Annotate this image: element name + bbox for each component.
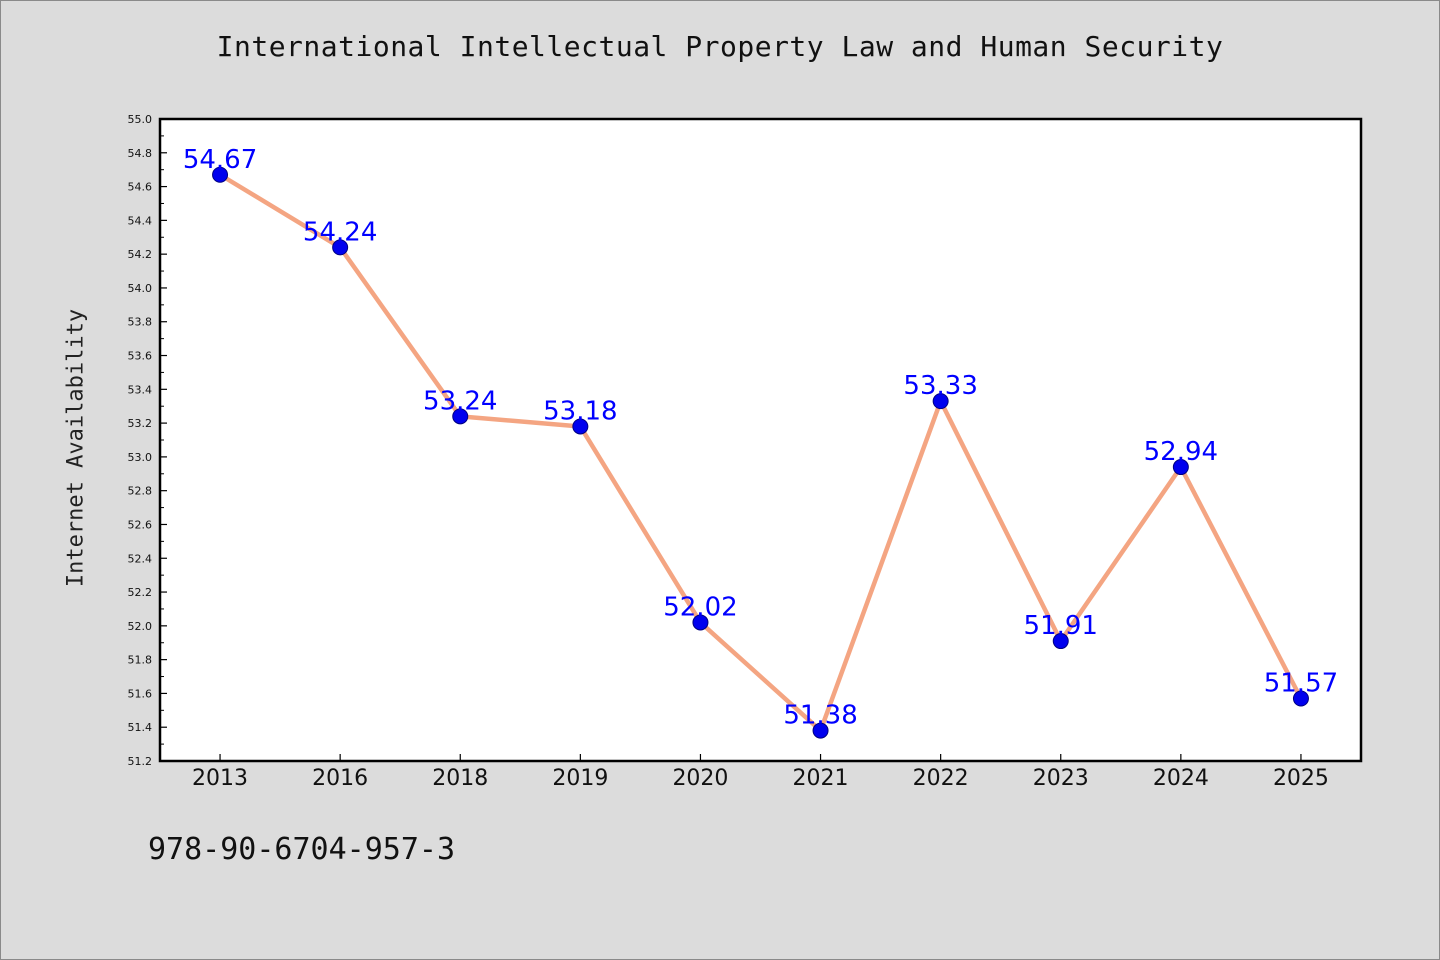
data-label: 53.33 xyxy=(903,371,977,401)
data-point xyxy=(212,166,229,183)
series-layer xyxy=(212,166,1309,739)
data-point xyxy=(692,614,709,631)
plot-area xyxy=(158,117,1363,763)
isbn-code: 978-90-6704-957-3 xyxy=(148,832,456,867)
data-point xyxy=(452,408,469,425)
x-tick-label: 2022 xyxy=(913,766,969,791)
x-tick-label: 2021 xyxy=(793,766,849,791)
y-tick-label: 54.6 xyxy=(128,181,153,194)
data-label: 54.24 xyxy=(303,217,377,247)
data-label: 54.67 xyxy=(183,145,257,175)
y-tick-label: 55.0 xyxy=(128,113,153,126)
y-tick-label: 52.8 xyxy=(128,485,153,498)
y-tick-label: 54.2 xyxy=(128,248,153,261)
chart-title: International Intellectual Property Law … xyxy=(216,30,1224,63)
data-label-layer: 54.67 54.24 53.24 53.18 52.02 51.38 53.33 51.91… xyxy=(183,145,1338,731)
y-tick-label: 51.6 xyxy=(128,687,153,700)
data-point xyxy=(932,393,949,410)
data-label: 51.91 xyxy=(1024,611,1098,641)
data-label: 53.18 xyxy=(543,396,617,426)
x-tick-label: 2013 xyxy=(192,766,248,791)
y-tick-label: 54.0 xyxy=(128,282,153,295)
data-label: 52.02 xyxy=(663,592,737,622)
y-tick-label: 54.4 xyxy=(128,214,153,227)
y-tick-label: 52.0 xyxy=(128,620,153,633)
data-point xyxy=(572,418,589,435)
y-tick-label: 52.6 xyxy=(128,518,153,531)
x-tick-label: 2016 xyxy=(312,766,368,791)
data-point xyxy=(332,239,349,256)
y-tick-label: 52.2 xyxy=(128,586,153,599)
data-point xyxy=(1172,459,1189,476)
x-tick-label: 2020 xyxy=(672,766,728,791)
y-tick-label: 54.8 xyxy=(128,147,153,160)
x-tick-label: 2018 xyxy=(432,766,488,791)
x-axis: 2013 2016 2018 2019 2020 2021 2022 2023 2024 2025 xyxy=(192,754,1329,791)
y-tick-label: 51.2 xyxy=(128,755,153,768)
x-tick-label: 2024 xyxy=(1153,766,1209,791)
data-point xyxy=(812,722,829,739)
y-tick-label: 53.4 xyxy=(128,383,153,396)
data-label: 51.57 xyxy=(1264,668,1338,698)
y-tick-label: 53.2 xyxy=(128,417,153,430)
y-axis: 51.2 51.4 51.6 51.8 52.0 52.2 52.4 52.6 52.8 53.0… xyxy=(128,113,167,768)
x-tick-label: 2025 xyxy=(1273,766,1329,791)
y-tick-label: 51.4 xyxy=(128,721,153,734)
series-line xyxy=(218,172,1303,733)
data-point xyxy=(1052,633,1069,650)
y-tick-label: 53.6 xyxy=(128,350,153,363)
y-tick-label: 52.4 xyxy=(128,552,153,565)
x-tick-label: 2019 xyxy=(552,766,608,791)
y-tick-label: 53.8 xyxy=(128,316,153,329)
y-tick-label: 53.0 xyxy=(128,451,153,464)
data-point xyxy=(1292,690,1309,707)
data-label: 51.38 xyxy=(783,701,857,731)
y-tick-label: 51.8 xyxy=(128,654,153,667)
data-label: 53.24 xyxy=(423,386,497,416)
data-label: 52.94 xyxy=(1144,437,1218,467)
x-tick-label: 2023 xyxy=(1033,766,1089,791)
